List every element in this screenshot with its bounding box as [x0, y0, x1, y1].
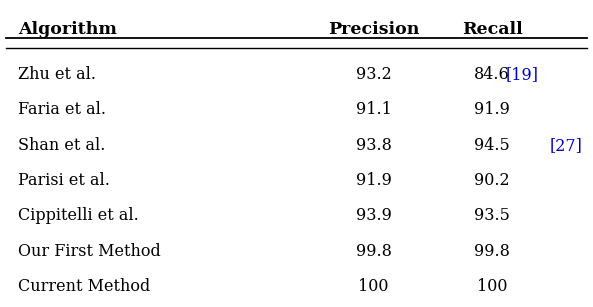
Text: 99.8: 99.8 — [356, 243, 391, 259]
Text: Algorithm: Algorithm — [18, 21, 117, 38]
Text: Cippitelli et al.: Cippitelli et al. — [18, 207, 144, 224]
Text: 100: 100 — [477, 278, 508, 295]
Text: 100: 100 — [358, 278, 389, 295]
Text: 93.9: 93.9 — [356, 207, 391, 224]
Text: 91.1: 91.1 — [356, 101, 391, 118]
Text: Shan et al.: Shan et al. — [18, 137, 110, 154]
Text: Current Method: Current Method — [18, 278, 150, 295]
Text: 91.9: 91.9 — [474, 101, 510, 118]
Text: 90.2: 90.2 — [474, 172, 510, 189]
Text: 93.8: 93.8 — [356, 137, 391, 154]
Text: 93.5: 93.5 — [474, 207, 510, 224]
Text: Recall: Recall — [462, 21, 522, 38]
Text: 94.5: 94.5 — [474, 137, 510, 154]
Text: Zhu et al.: Zhu et al. — [18, 66, 101, 83]
Text: Our First Method: Our First Method — [18, 243, 165, 259]
Text: [19]: [19] — [505, 66, 538, 83]
Text: Parisi et al.: Parisi et al. — [18, 172, 115, 189]
Text: 84.6: 84.6 — [474, 66, 510, 83]
Text: 91.9: 91.9 — [356, 172, 391, 189]
Text: 93.2: 93.2 — [356, 66, 391, 83]
Text: Precision: Precision — [328, 21, 419, 38]
Text: Faria et al.: Faria et al. — [18, 101, 111, 118]
Text: [27]: [27] — [550, 137, 582, 154]
Text: 99.8: 99.8 — [474, 243, 510, 259]
